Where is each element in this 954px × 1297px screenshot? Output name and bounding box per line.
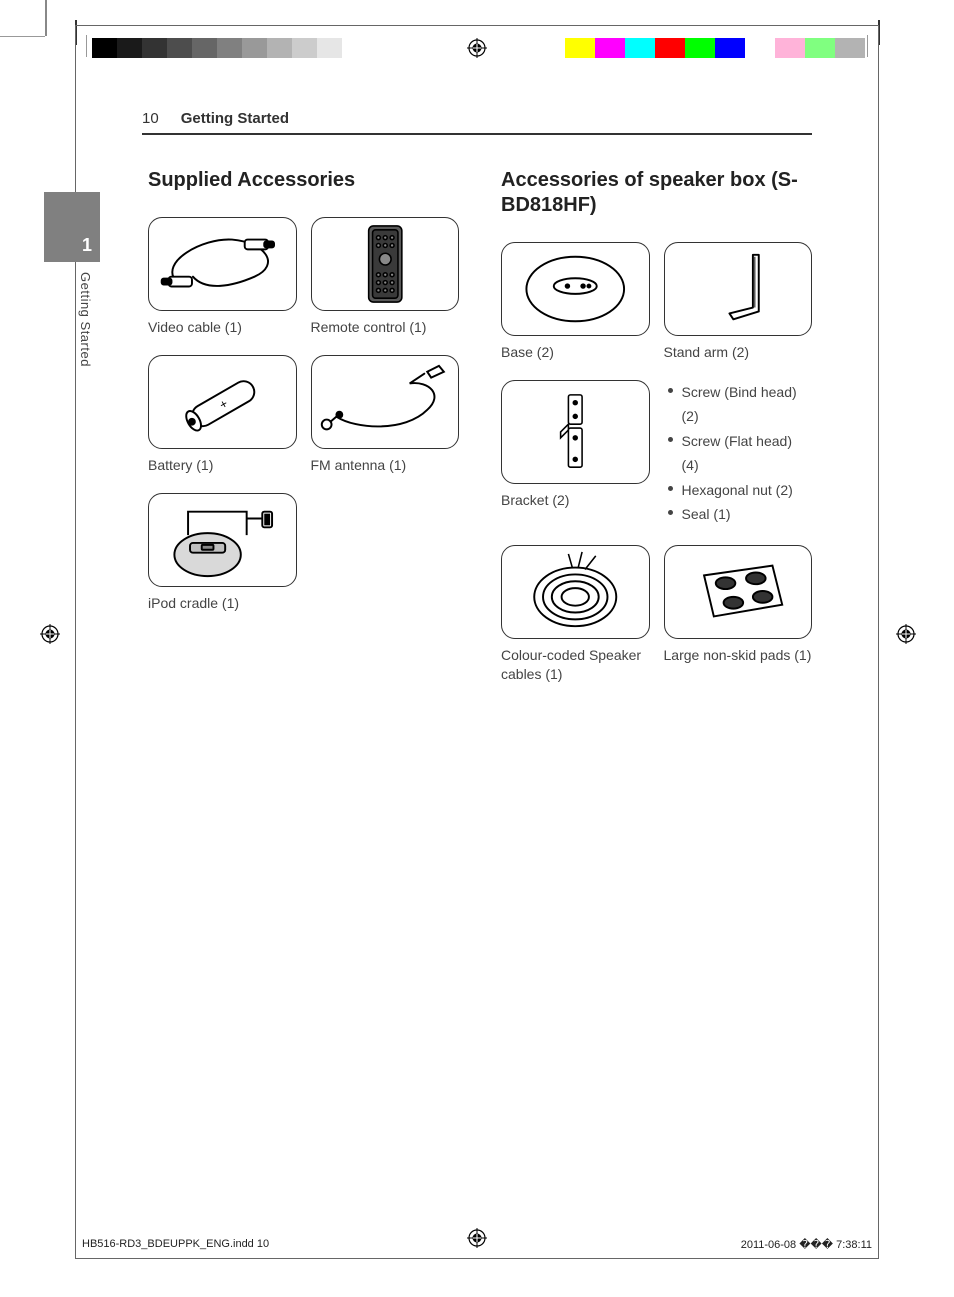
reg-left [40,624,60,644]
page-number: 10 [142,110,159,127]
page-section: Getting Started [181,110,289,127]
print-footer: HB516-RD3_BDEUPPK_ENG.indd 10 2011-06-08… [82,1238,872,1251]
screw-parts-list: Screw (Bind head) (2)Screw (Flat head) (… [664,380,813,527]
illus-battery: + [148,355,297,449]
caption-base: Base (2) [501,343,650,362]
caption-speaker-cables: Colour-coded Speaker cables (1) [501,646,650,684]
caption-nonskid-pads: Large non-skid pads (1) [664,646,813,665]
chapter-number: 1 [82,235,92,256]
caption-fm-antenna: FM antenna (1) [311,456,460,475]
illus-nonskid-pads [664,545,813,639]
caption-stand-arm: Stand arm (2) [664,343,813,362]
footer-date: 2011-06-08 ��� 7:38:11 [741,1238,872,1251]
caption-remote: Remote control (1) [311,318,460,337]
page-header: 10 Getting Started [142,110,812,135]
heading-speaker-box-accessories: Accessories of speaker box (S-BD818HF) [501,168,812,218]
chapter-side-title: Getting Started [78,272,93,367]
parts-list-item: Seal (1) [668,502,813,527]
chapter-tab: 1 [44,192,100,262]
parts-list-item: Screw (Flat head) (4) [668,429,813,478]
illus-remote [311,217,460,311]
illus-video-cable [148,217,297,311]
footer-file: HB516-RD3_BDEUPPK_ENG.indd 10 [82,1238,269,1251]
illus-speaker-cables [501,545,650,639]
illus-ipod-cradle [148,493,297,587]
parts-list-item: Screw (Bind head) (2) [668,380,813,429]
illus-bracket [501,380,650,484]
caption-battery: Battery (1) [148,456,297,475]
caption-video-cable: Video cable (1) [148,318,297,337]
illus-base [501,242,650,336]
heading-supplied-accessories: Supplied Accessories [148,168,459,193]
caption-ipod-cradle: iPod cradle (1) [148,594,297,613]
reg-right [896,624,916,644]
illus-stand-arm [664,242,813,336]
parts-list-item: Hexagonal nut (2) [668,478,813,503]
caption-bracket: Bracket (2) [501,491,650,510]
illus-fm-antenna [311,355,460,449]
